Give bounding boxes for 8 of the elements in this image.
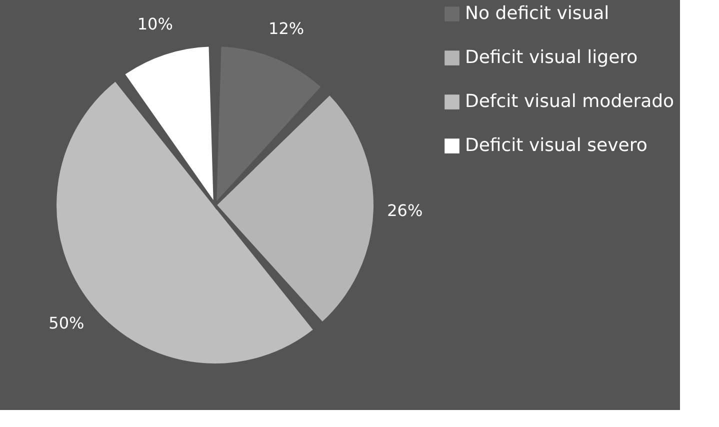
data-label: 50% [48, 313, 84, 332]
legend-label: Deficit visual severo [465, 135, 648, 156]
data-label: 12% [268, 18, 304, 38]
data-label: 10% [137, 14, 173, 34]
data-label: 26% [387, 201, 423, 220]
legend-label: Deficit visual ligero [465, 47, 638, 68]
legend-label: Defcit visual moderado [465, 91, 674, 112]
legend-label: No deficit visual [465, 3, 610, 24]
